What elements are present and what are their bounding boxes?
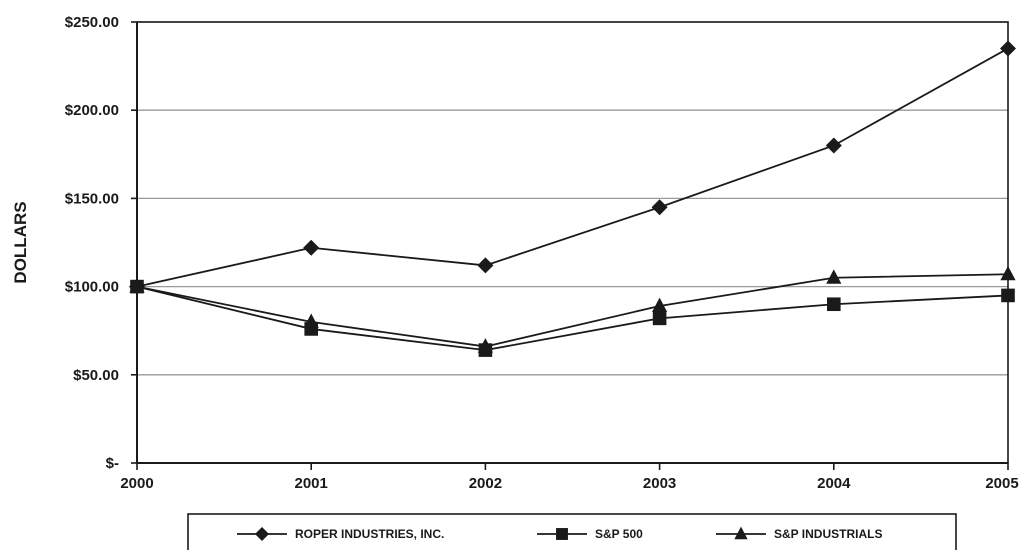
legend-label-0: ROPER INDUSTRIES, INC. — [295, 527, 444, 541]
grid-layer — [137, 21, 1008, 376]
series-line-2 — [136, 273, 1009, 348]
x-tick-label-3: 2003 — [643, 475, 676, 492]
y-tick-label-5: $250.00 — [65, 14, 119, 31]
series-2-point-1 — [303, 313, 319, 328]
legend-marker-1 — [556, 528, 568, 540]
series-0-point-2 — [477, 257, 494, 274]
y-tick-label-2: $100.00 — [65, 279, 119, 296]
y-tick-label-4: $200.00 — [65, 102, 119, 119]
series-2-point-4 — [826, 269, 842, 284]
series-1-point-3 — [652, 311, 667, 326]
series-layer — [129, 40, 1016, 357]
series-line-1 — [136, 285, 1009, 352]
series-2-point-2 — [477, 338, 493, 353]
series-2-point-3 — [652, 297, 668, 313]
y-tick-label-1: $50.00 — [73, 367, 119, 384]
legend: ROPER INDUSTRIES, INC. S&P 500 S&P INDUSTR… — [187, 513, 957, 555]
axis-layer — [131, 21, 1009, 470]
series-0-point-4 — [825, 137, 842, 154]
y-axis-title: DOLLARS — [11, 201, 30, 283]
legend-entry-0: ROPER INDUSTRIES, INC. — [237, 527, 444, 541]
legend-marker-2 — [734, 526, 748, 540]
label-layer: 2000 2001 2002 2003 2004 2005 $- $50.00 $100.00 $… — [11, 14, 1019, 492]
x-tick-label-2: 2002 — [469, 475, 502, 492]
series-2-point-0 — [129, 278, 145, 293]
series-0 — [129, 40, 1016, 295]
y-tick-label-0: $- — [106, 455, 119, 472]
x-tick-label-0: 2000 — [120, 475, 153, 492]
x-tick-label-4: 2004 — [817, 475, 851, 492]
legend-entry-2: S&P INDUSTRIALS — [716, 526, 882, 541]
legend-label-1: S&P 500 — [595, 527, 643, 541]
series-0-point-3 — [651, 199, 668, 216]
series-line-0 — [136, 47, 1009, 288]
plot-frame — [136, 21, 1009, 464]
series-0-point-5 — [1000, 40, 1016, 57]
series-2 — [129, 265, 1016, 353]
series-2-point-5 — [1000, 265, 1016, 281]
x-tick-label-1: 2001 — [295, 475, 328, 492]
series-1-point-5 — [1001, 288, 1015, 303]
x-tick-label-5: 2005 — [985, 475, 1018, 492]
y-tick-label-3: $150.00 — [65, 190, 119, 207]
legend-entry-1: S&P 500 — [537, 527, 643, 541]
legend-label-2: S&P INDUSTRIALS — [774, 527, 882, 541]
series-1 — [130, 279, 1015, 357]
series-1-point-4 — [827, 297, 841, 312]
legend-marker-0 — [255, 527, 269, 541]
series-0-point-1 — [303, 239, 320, 256]
